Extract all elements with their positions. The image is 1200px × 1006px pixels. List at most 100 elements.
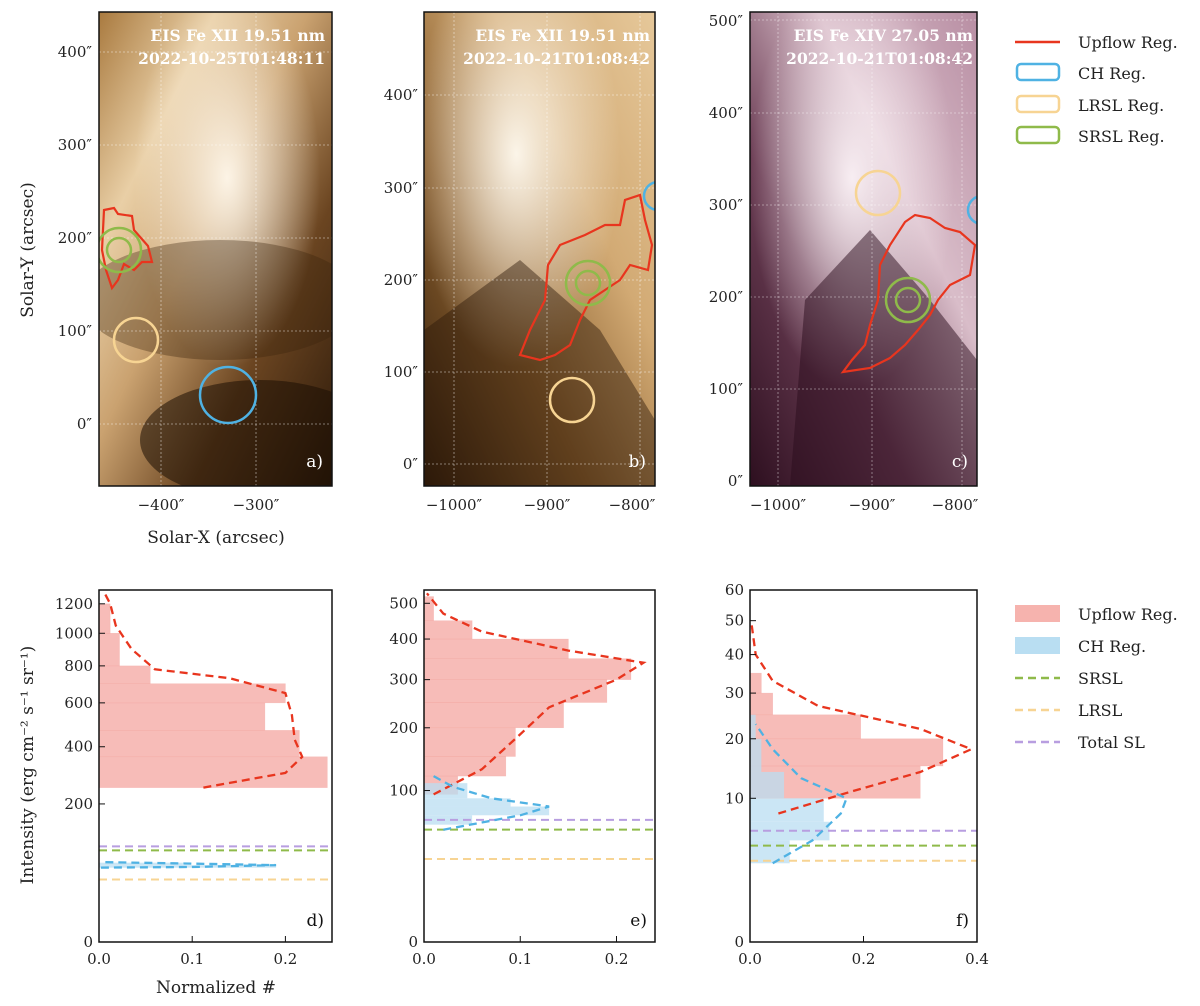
ch-bar-d-1 (99, 862, 183, 866)
ytick-label-d-1: 200 (64, 795, 93, 813)
grid-b (424, 12, 655, 486)
histogram-panel-d: 0 200 400 600 800 1000 1200 0.0 0.1 0.2 d) (55, 589, 333, 968)
ytick-a-100: 100″ (58, 322, 93, 340)
panel-b-title-line1: EIS Fe XII 19.51 nm (475, 26, 650, 45)
xtick-b-1000: −1000″ (426, 496, 483, 514)
ch-circle-b (642, 181, 655, 211)
upflow-bar-d-4 (98, 665, 151, 684)
lrsl-circle-c (854, 169, 902, 217)
ch-bar-e-2 (424, 798, 511, 807)
histogram-panel-f: 0 10 20 30 40 50 60 0.0 0.2 0.4 f) (725, 581, 989, 968)
upflow-bar-d-1 (98, 730, 300, 758)
upflow-bar-e-6 (423, 638, 569, 659)
legend-bottom: Upflow Reg. CH Reg. SRSL LRSL Total SL (1015, 605, 1178, 752)
ch-bar-e-3 (424, 783, 468, 799)
upflow-bar-d-6 (98, 603, 111, 634)
ch-bar-f-4 (750, 738, 762, 772)
ytick-label-d-6: 1200 (55, 595, 93, 613)
upflow-bar-e-4 (423, 679, 608, 703)
ytick-label-d-5: 1000 (55, 624, 93, 642)
x-axis-label-bottom: Normalized # (156, 978, 276, 998)
xtick-b-900: −900″ (524, 496, 571, 514)
ytick-b-200: 200″ (384, 271, 419, 289)
image-panel-b: EIS Fe XII 19.51 nm 2022-10-21T01:08:42 … (384, 11, 656, 514)
ytick-label-e-5: 500 (389, 594, 418, 612)
upflow-bar-d-5 (98, 633, 120, 667)
ytick-c-0: 0″ (728, 472, 744, 490)
ytick-label-d-2: 400 (64, 738, 93, 756)
xtick-a-400: −400″ (138, 496, 185, 514)
xtick-c-1000: −1000″ (750, 496, 807, 514)
ytick-b-0: 0″ (403, 455, 419, 473)
ytick-label-f-1: 10 (725, 789, 744, 807)
ytick-b-300: 300″ (384, 179, 419, 197)
y-axis-label-top: Solar-Y (arcsec) (18, 182, 38, 317)
ytick-label-d-0: 0 (83, 933, 93, 951)
upflow-kde-e (426, 592, 647, 796)
y-ticks-c: 0″ 100″ 200″ 300″ 400″ 500″ (709, 12, 744, 490)
upflow-contour-b (518, 193, 654, 362)
frame-d (98, 589, 333, 943)
grid-a (99, 12, 332, 486)
ytick-label-e-0: 0 (408, 933, 418, 951)
legend-top-label-upflow: Upflow Reg. (1078, 33, 1178, 52)
xtick-c-900: −900″ (849, 496, 896, 514)
srsl-circle-inner-c (894, 286, 922, 314)
panel-c-title-line1: EIS Fe XIV 27.05 nm (794, 26, 974, 45)
upflow-bar-f-2 (749, 714, 861, 740)
panel-tag-d: d) (306, 911, 324, 931)
srsl-circle-outer-c (884, 276, 932, 324)
ch-kde-d (100, 860, 277, 869)
legend-bottom-label-lrsl: LRSL (1078, 701, 1123, 720)
x-ticks-c: −1000″ −900″ −800″ (750, 496, 979, 514)
upflow-bar-f-3 (749, 692, 773, 716)
legend-top-swatch-lrsl (1015, 94, 1061, 114)
upflow-bar-f-1 (749, 738, 944, 767)
upflow-bar-f-4 (749, 672, 762, 694)
ytick-label-f-2: 20 (725, 730, 744, 748)
srsl-circle-inner-b (574, 269, 602, 297)
ytick-label-d-3: 600 (64, 694, 93, 712)
ytick-a-200: 200″ (58, 229, 93, 247)
upflow-bar-e-5 (423, 658, 632, 680)
ytick-b-100: 100″ (384, 363, 419, 381)
ytick-label-d-4: 800 (64, 657, 93, 675)
xtick-label-d-2: 0.2 (273, 950, 297, 968)
ytick-c-200: 200″ (709, 288, 744, 306)
ytick-label-f-5: 50 (725, 612, 744, 630)
srsl-circle-outer-b (564, 259, 612, 307)
xtick-label-f-2: 0.4 (965, 950, 989, 968)
panel-c-title-line2: 2022-10-21T01:08:42 (786, 49, 973, 68)
panel-b-title-line2: 2022-10-21T01:08:42 (463, 49, 650, 68)
xtick-label-e-2: 0.2 (605, 950, 629, 968)
ch-bar-d-0 (99, 865, 277, 868)
legend-bottom-label-ch: CH Reg. (1078, 637, 1146, 656)
xtick-label-d-0: 0.0 (87, 950, 111, 968)
panel-tag-f: f) (956, 911, 969, 931)
x-axis-label-top: Solar-X (arcsec) (147, 528, 285, 548)
ytick-c-500: 500″ (709, 12, 744, 30)
ch-circle-c (966, 195, 977, 225)
xtick-label-e-1: 0.1 (508, 950, 532, 968)
xtick-label-f-1: 0.2 (852, 950, 876, 968)
y-ticks-a: 0″ 100″ 200″ 300″ 400″ (58, 43, 93, 433)
ytick-c-300: 300″ (709, 196, 744, 214)
ytick-label-f-0: 0 (734, 933, 744, 951)
legend-top: Upflow Reg. CH Reg. LRSL Reg. SRSL Reg. (1015, 33, 1178, 146)
x-ticks-b: −1000″ −900″ −800″ (426, 496, 656, 514)
panel-a-title-line1: EIS Fe XII 19.51 nm (150, 26, 325, 45)
lrsl-circle-b (548, 376, 596, 424)
image-panel-c: EIS Fe XIV 27.05 nm 2022-10-21T01:08:42 … (709, 11, 979, 514)
ch-bar-e-0 (424, 815, 473, 825)
srsl-circle-inner-a (105, 236, 133, 264)
legend-top-swatch-srsl (1015, 125, 1061, 145)
upflow-bar-d-2 (98, 702, 266, 731)
panel-a-title-line2: 2022-10-25T01:48:11 (138, 49, 325, 68)
ytick-a-300: 300″ (58, 136, 93, 154)
ytick-b-400: 400″ (384, 86, 419, 104)
ch-bar-e-1 (424, 806, 550, 816)
legend-top-label-srsl: SRSL Reg. (1078, 127, 1165, 146)
panel-a-tag: a) (306, 452, 323, 472)
ytick-c-100: 100″ (709, 380, 744, 398)
